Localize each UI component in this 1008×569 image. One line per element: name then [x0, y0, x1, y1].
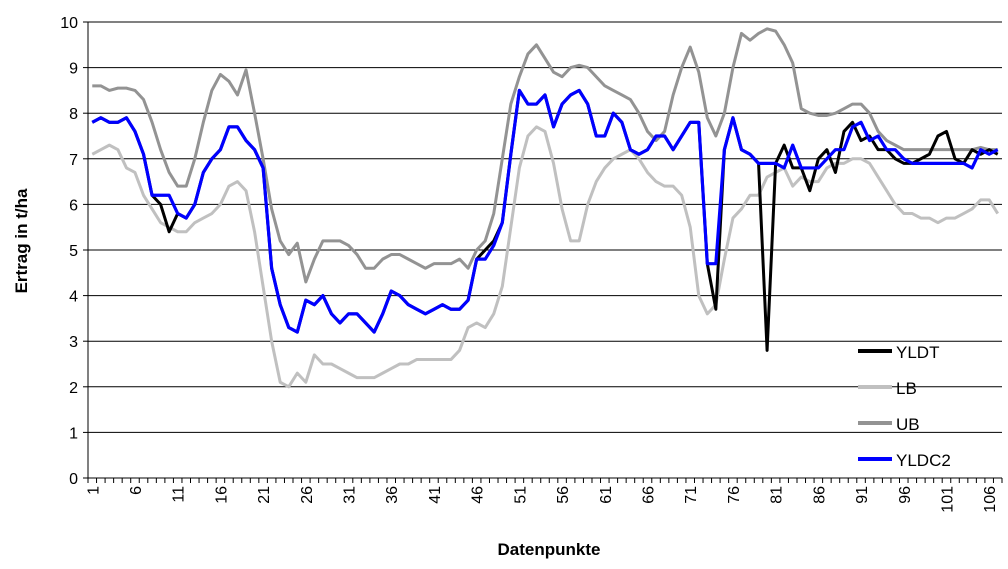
x-tick-label: 86 — [811, 486, 828, 504]
y-tick-label: 8 — [69, 106, 78, 123]
x-tick-label: 21 — [256, 486, 273, 504]
legend-label-yldc2: YLDC2 — [896, 451, 951, 470]
y-tick-label: 3 — [69, 334, 78, 351]
x-axis-title: Datenpunkte — [498, 540, 601, 559]
x-tick-label: 31 — [342, 486, 359, 504]
legend-label-yldt: YLDT — [896, 343, 939, 362]
x-tick-label: 106 — [982, 486, 999, 513]
legend: YLDT LB UB YLDC2 — [858, 343, 951, 470]
y-tick-label: 10 — [60, 15, 78, 32]
x-tick-label: 36 — [384, 486, 401, 504]
y-tick-label: 9 — [69, 61, 78, 78]
x-ticks: 1 6 11 16 21 26 31 36 41 46 51 56 61 66 71 76 81 86 91 96 10… — [85, 478, 1003, 513]
x-tick-label: 61 — [598, 486, 615, 504]
x-tick-label: 96 — [897, 486, 914, 504]
y-tick-label: 6 — [69, 197, 78, 214]
x-tick-label: 26 — [299, 486, 316, 504]
y-axis-title: Ertrag in t/ha — [12, 188, 31, 293]
y-tick-label: 7 — [69, 152, 78, 169]
x-tick-label: 76 — [726, 486, 743, 504]
x-tick-label: 66 — [641, 486, 658, 504]
legend-label-lb: LB — [896, 379, 917, 398]
gridlines — [88, 21, 1002, 433]
series-line-lb — [91, 125, 1000, 389]
x-tick-label: 81 — [769, 486, 786, 504]
x-tick-label: 46 — [470, 486, 487, 504]
series-line-ub — [92, 27, 998, 284]
series-line-yldc2 — [91, 88, 999, 334]
x-tick-label: 16 — [213, 486, 230, 504]
legend-label-ub: UB — [896, 415, 920, 434]
series-lines — [91, 27, 1000, 389]
x-tick-label: 11 — [171, 486, 188, 503]
x-tick-label: 1 — [85, 486, 102, 495]
x-tick-label: 51 — [512, 486, 529, 504]
x-tick-label: 41 — [427, 486, 444, 504]
y-tick-label: 5 — [69, 243, 78, 260]
x-tick-label: 71 — [683, 486, 700, 504]
x-tick-label: 91 — [854, 486, 871, 504]
y-tick-label: 1 — [69, 425, 78, 442]
y-tick-label: 4 — [69, 289, 78, 306]
y-tick-label: 2 — [69, 380, 78, 397]
x-tick-label: 6 — [128, 486, 145, 495]
x-tick-label: 56 — [555, 486, 572, 504]
y-ticks: 0 1 2 3 4 5 6 7 8 9 10 — [60, 15, 88, 488]
x-tick-label: 101 — [939, 486, 956, 513]
y-tick-label: 0 — [69, 471, 78, 488]
